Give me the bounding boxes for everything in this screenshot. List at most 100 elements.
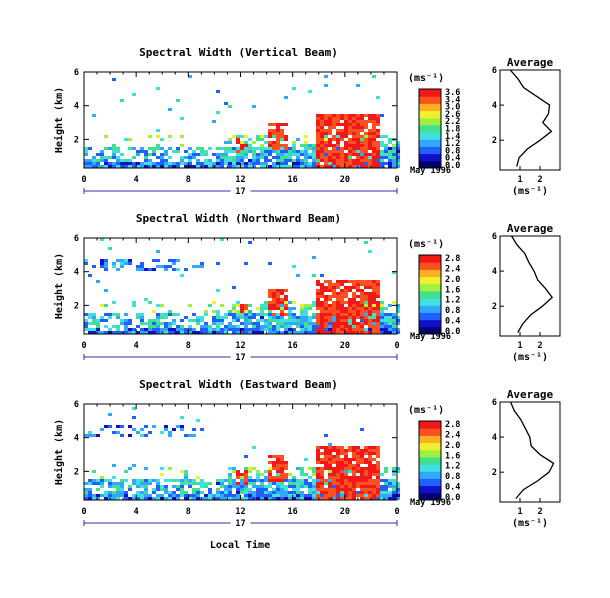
heatmap-cell xyxy=(192,156,196,159)
heatmap-cell xyxy=(88,491,92,494)
heatmap-cell xyxy=(328,452,332,455)
heatmap-cell xyxy=(300,328,304,331)
heatmap-cell xyxy=(360,488,364,491)
heatmap-cell xyxy=(364,319,368,322)
heatmap-cell xyxy=(360,292,364,295)
heatmap-cell xyxy=(380,165,384,168)
heatmap-cell xyxy=(368,301,372,304)
heatmap-cell xyxy=(364,126,368,129)
heatmap-cell xyxy=(300,144,304,147)
heatmap-cell xyxy=(128,165,132,168)
heatmap-cell xyxy=(284,491,288,494)
heatmap-cell xyxy=(276,322,280,325)
heatmap-cell xyxy=(380,325,384,328)
heatmap-cell xyxy=(244,162,248,165)
heatmap-cell xyxy=(156,313,160,316)
heatmap-cell xyxy=(372,485,376,488)
heatmap-cell xyxy=(280,147,284,150)
heatmap-cell xyxy=(368,491,372,494)
heatmap-cell xyxy=(236,162,240,165)
colorbar-segment xyxy=(419,442,441,447)
heatmap-cell xyxy=(372,470,376,473)
colorbar-tick-label: 2.0 xyxy=(445,275,460,285)
colorbar-segment xyxy=(419,474,441,479)
heatmap-cell xyxy=(88,316,92,319)
heatmap-cell xyxy=(288,150,292,153)
heatmap-cell xyxy=(372,307,376,310)
heatmap-cell xyxy=(96,325,100,328)
heatmap-cell xyxy=(200,328,204,331)
heatmap-cell xyxy=(104,313,108,316)
heatmap-cell xyxy=(196,497,200,500)
heatmap-cell xyxy=(96,162,100,165)
heatmap-cell xyxy=(348,331,352,334)
heatmap-cell xyxy=(176,165,180,168)
heatmap-cell xyxy=(260,147,264,150)
heatmap-cell xyxy=(292,150,296,153)
heatmap-cell xyxy=(160,322,164,325)
heatmap-cell xyxy=(100,319,104,322)
heatmap-cell xyxy=(232,325,236,328)
heatmap-cell xyxy=(280,135,284,138)
heatmap-cell xyxy=(84,159,88,162)
heatmap-cell xyxy=(304,473,308,476)
heatmap-cell xyxy=(392,159,396,162)
heatmap-cell xyxy=(388,165,392,168)
heatmap-cell xyxy=(348,485,352,488)
heatmap-cell xyxy=(224,491,228,494)
heatmap-cell xyxy=(320,165,324,168)
heatmap-cell xyxy=(120,322,124,325)
heatmap-cell xyxy=(260,319,264,322)
heatmap-cell xyxy=(156,316,160,319)
heatmap-cell xyxy=(252,479,256,482)
heatmap-cell xyxy=(268,141,272,144)
heatmap-cell xyxy=(176,259,180,262)
avg-unit: (ms⁻¹) xyxy=(512,352,548,363)
heatmap-cell xyxy=(228,322,232,325)
heatmap-cell xyxy=(324,153,328,156)
avg-y-tick-label: 2 xyxy=(492,302,497,312)
heatmap-cell xyxy=(376,153,380,156)
heatmap-cell xyxy=(352,286,356,289)
heatmap-cell xyxy=(320,319,324,322)
heatmap-cell xyxy=(196,159,200,162)
heatmap-cell xyxy=(332,482,336,485)
heatmap-cell xyxy=(340,304,344,307)
heatmap-cell xyxy=(276,319,280,322)
colorbar-tick-label: 3.6 xyxy=(445,88,460,98)
heatmap-cell xyxy=(308,316,312,319)
heatmap-cell xyxy=(196,494,200,497)
heatmap-cell xyxy=(244,156,248,159)
heatmap-cell xyxy=(336,473,340,476)
heatmap-cell xyxy=(236,165,240,168)
heatmap-cell xyxy=(336,470,340,473)
heatmap-cell xyxy=(308,153,312,156)
colorbar-tick-label: 0.0 xyxy=(445,327,460,337)
heatmap-cell xyxy=(352,129,356,132)
heatmap-cell xyxy=(140,147,144,150)
heatmap-cell xyxy=(288,485,292,488)
heatmap-cell xyxy=(220,159,224,162)
heatmap-cell xyxy=(148,331,152,334)
heatmap-cell xyxy=(120,99,124,102)
heatmap-cell xyxy=(276,141,280,144)
heatmap-cell xyxy=(284,485,288,488)
heatmap-cell xyxy=(244,470,248,473)
heatmap-cell xyxy=(348,491,352,494)
colorbar-segment xyxy=(419,421,441,426)
heatmap-cell xyxy=(368,482,372,485)
heatmap-cell xyxy=(388,491,392,494)
heatmap-cell xyxy=(352,473,356,476)
heatmap-cell xyxy=(372,132,376,135)
heatmap-cell xyxy=(372,162,376,165)
heatmap-cell xyxy=(388,147,392,150)
heatmap-cell xyxy=(200,147,204,150)
heatmap-cell xyxy=(168,434,172,437)
heatmap-cell xyxy=(324,75,328,78)
heatmap-cell xyxy=(168,331,172,334)
heatmap-cell xyxy=(104,147,108,150)
heatmap-cell xyxy=(180,156,184,159)
heatmap-cell xyxy=(276,307,280,310)
heatmap-cell xyxy=(168,322,172,325)
heatmap-cell xyxy=(328,488,332,491)
